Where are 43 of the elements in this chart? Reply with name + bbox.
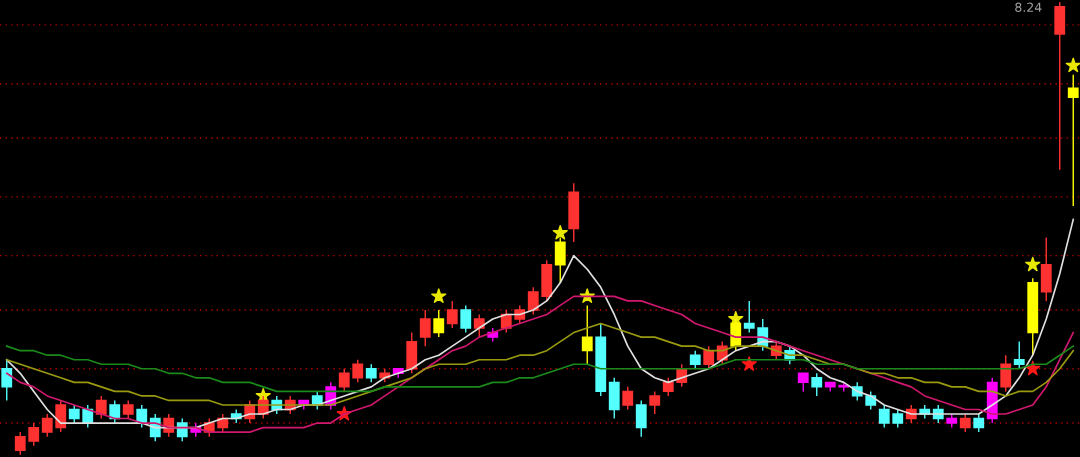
candlestick	[581, 304, 593, 365]
point	[552, 225, 568, 240]
candlestick	[338, 368, 350, 393]
candlestick	[68, 404, 80, 424]
candlestick	[527, 286, 539, 316]
candlestick	[797, 372, 809, 393]
candlestick	[649, 390, 661, 415]
candlestick	[973, 413, 985, 433]
candlestick	[743, 300, 755, 334]
candlestick	[473, 313, 485, 338]
point	[741, 356, 757, 371]
candlestick	[14, 431, 26, 456]
candlestick	[41, 413, 53, 438]
candlestick	[1013, 340, 1025, 370]
candlestick	[892, 408, 904, 429]
candlestick	[865, 390, 877, 411]
candlestick	[446, 300, 458, 329]
candlestick	[55, 399, 67, 433]
candlestick	[1067, 73, 1079, 207]
annotation: 8.24	[1015, 2, 1042, 12]
candlestick	[689, 349, 701, 370]
candlestick	[28, 422, 40, 447]
candlestick	[878, 404, 890, 429]
point	[1025, 256, 1041, 272]
candlestick	[635, 399, 647, 438]
candlestick	[122, 399, 134, 420]
candlestick	[811, 372, 823, 397]
candlestick	[163, 413, 175, 438]
candlestick	[959, 413, 971, 433]
point	[431, 288, 447, 303]
candlestick	[622, 386, 634, 411]
candlestick	[109, 399, 121, 424]
candlestick	[95, 395, 107, 420]
candlestick	[365, 363, 377, 384]
candlestick	[703, 345, 715, 370]
candlestick	[662, 377, 674, 397]
candlestick	[1, 359, 13, 402]
candlestick	[1000, 354, 1012, 393]
candlestick	[460, 304, 472, 334]
candlestick	[433, 309, 445, 338]
point	[1065, 57, 1080, 73]
candlestick	[352, 359, 364, 384]
candlestick	[419, 309, 431, 347]
